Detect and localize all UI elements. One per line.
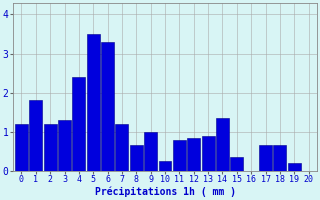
Bar (87, 34, 100, 171)
Bar (15, 124, 28, 171)
Bar (230, 157, 243, 171)
Bar (58, 120, 71, 171)
X-axis label: Précipitations 1h ( mm ): Précipitations 1h ( mm ) (94, 187, 236, 197)
Bar (288, 163, 301, 171)
Bar (259, 145, 272, 171)
Bar (144, 132, 157, 171)
Bar (29, 100, 42, 171)
Bar (202, 136, 214, 171)
Bar (173, 140, 186, 171)
Bar (44, 124, 57, 171)
Bar (116, 124, 128, 171)
Bar (158, 161, 172, 171)
Bar (187, 138, 200, 171)
Bar (130, 145, 143, 171)
Bar (101, 42, 114, 171)
Bar (72, 77, 85, 171)
Bar (273, 145, 286, 171)
Bar (216, 118, 229, 171)
